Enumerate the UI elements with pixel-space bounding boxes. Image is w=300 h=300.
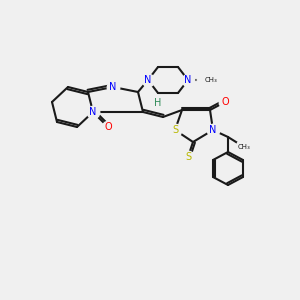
Text: N: N <box>144 75 152 85</box>
Text: S: S <box>172 125 178 135</box>
Text: N: N <box>109 82 117 92</box>
Text: H: H <box>154 98 162 108</box>
Text: N: N <box>89 107 97 117</box>
Text: CH₃: CH₃ <box>238 144 250 150</box>
Text: CH₃: CH₃ <box>205 77 218 83</box>
Text: S: S <box>185 152 191 162</box>
Text: O: O <box>221 97 229 107</box>
Text: O: O <box>104 122 112 132</box>
Text: N: N <box>209 125 217 135</box>
Text: N: N <box>184 75 192 85</box>
